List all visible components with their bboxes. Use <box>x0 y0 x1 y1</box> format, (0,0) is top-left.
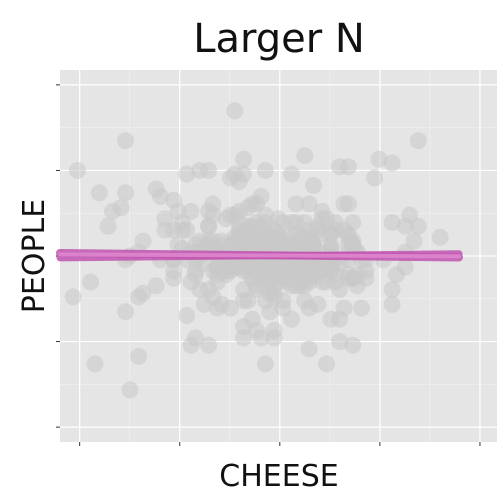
regression-line <box>58 252 461 259</box>
x-axis-title: CHEESE <box>219 459 338 494</box>
scatter-point <box>283 277 301 295</box>
scatter-point <box>322 310 340 328</box>
scatter-point <box>383 295 401 313</box>
scatter-point <box>366 169 384 187</box>
scatter-point <box>322 258 340 276</box>
scatter-point <box>304 176 322 194</box>
scatter-point <box>147 277 165 295</box>
scatter-points <box>64 102 449 399</box>
scatter-point <box>178 165 196 183</box>
scatter-point <box>117 132 135 150</box>
scatter-point <box>265 321 283 339</box>
scatter-point <box>200 336 218 354</box>
scatter-point <box>252 329 270 347</box>
scatter-point <box>186 266 204 284</box>
scatter-point <box>287 195 305 213</box>
scatter-point <box>256 206 274 224</box>
scatter-point <box>405 232 423 250</box>
scatter-point <box>383 280 401 298</box>
scatter-point <box>165 262 183 280</box>
scatter-point <box>256 355 274 373</box>
scatter-point <box>283 165 301 183</box>
scatter-point <box>121 381 139 399</box>
scatter-point <box>331 333 349 351</box>
scatter-point <box>152 187 170 205</box>
scatter-point <box>68 161 86 179</box>
scatter-point <box>339 195 357 213</box>
scatter-point <box>409 132 427 150</box>
scatter-point <box>256 161 274 179</box>
scatter-point <box>191 161 209 179</box>
scatter-point <box>130 347 148 365</box>
scatter-point <box>235 150 253 168</box>
scatter-point <box>300 340 318 358</box>
scatter-point <box>357 269 375 287</box>
scatter-point <box>300 195 318 213</box>
scatter-point <box>117 184 135 202</box>
scatter-point <box>226 232 244 250</box>
scatter-point <box>339 228 357 246</box>
scatter-point <box>370 150 388 168</box>
scatter-point <box>353 299 371 317</box>
y-axis-title: PEOPLE <box>17 199 52 313</box>
scatter-point <box>265 277 283 295</box>
scatter-point <box>221 299 239 317</box>
scatter-point <box>169 202 187 220</box>
scatter-point <box>331 158 349 176</box>
scatter-point <box>200 217 218 235</box>
scatter-point <box>396 217 414 235</box>
scatter-point <box>344 336 362 354</box>
scatter-point <box>274 292 292 310</box>
scatter-point <box>82 273 100 291</box>
scatter-point <box>226 165 244 183</box>
scatter-point <box>335 299 353 317</box>
scatter-point <box>103 202 121 220</box>
scatter-point <box>165 221 183 239</box>
scatter-point <box>191 232 209 250</box>
scatter-point <box>178 307 196 325</box>
scatter-point <box>252 187 270 205</box>
scatter-point <box>296 147 314 165</box>
scatter-point <box>239 199 257 217</box>
regression-lines <box>56 249 463 262</box>
scatter-point <box>344 214 362 232</box>
scatter-point <box>431 228 449 246</box>
scatter-point <box>178 221 196 239</box>
scatter-point <box>90 184 108 202</box>
scatter-point <box>117 303 135 321</box>
scatter-point <box>283 310 301 328</box>
scatter-point <box>383 154 401 172</box>
scatter-point <box>226 102 244 120</box>
scatter-point <box>134 232 152 250</box>
scatter-point <box>200 280 218 298</box>
scatter-point <box>235 329 253 347</box>
scatter-point <box>182 336 200 354</box>
scatter-point <box>99 217 117 235</box>
scatter-point <box>86 355 104 373</box>
scatter-point <box>318 355 336 373</box>
scatter-point <box>300 299 318 317</box>
scatter-point <box>182 202 200 220</box>
scatter-point <box>339 269 357 287</box>
scatter-point <box>64 288 82 306</box>
scatter-point <box>383 214 401 232</box>
scatter-point <box>387 266 405 284</box>
chart-title: Larger N <box>193 16 365 62</box>
scatter-point <box>134 284 152 302</box>
scatter-point <box>409 217 427 235</box>
scatter-point <box>322 225 340 243</box>
